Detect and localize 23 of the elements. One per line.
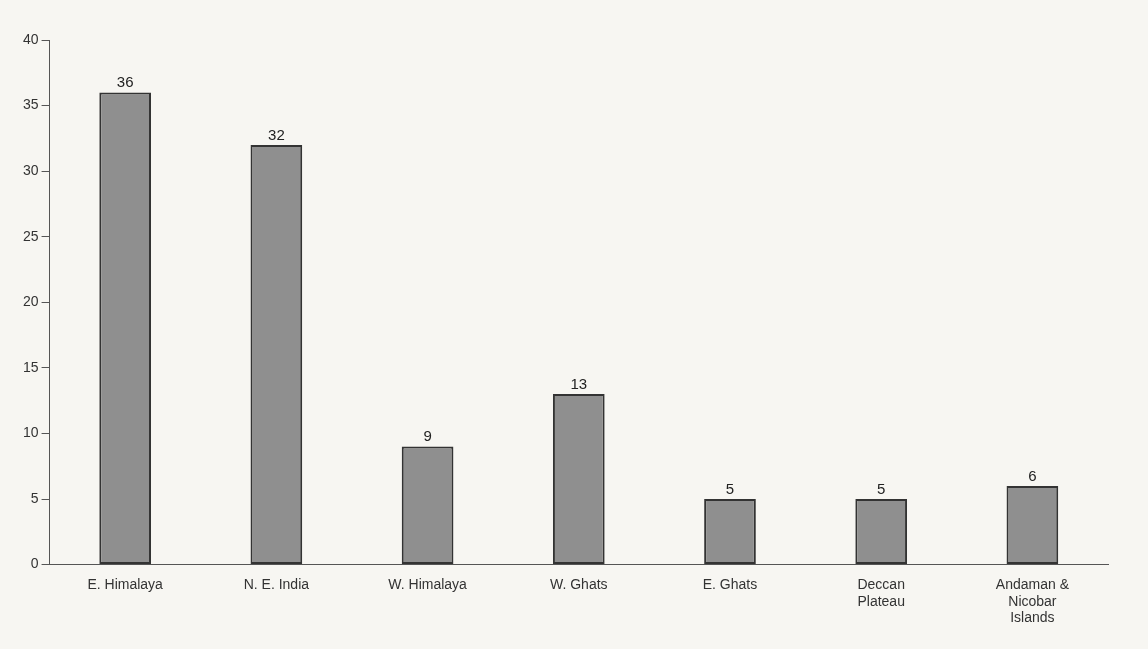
y-tick-label: 20 <box>22 293 39 310</box>
y-tick-label: 25 <box>22 227 39 244</box>
x-tick-label: Andaman & Nicobar Islands <box>995 575 1070 626</box>
x-tick-label: Deccan Plateau <box>857 575 905 609</box>
y-tick-label: 10 <box>22 424 39 441</box>
y-tick-label: 35 <box>22 96 39 113</box>
y-tick-label: 0 <box>30 555 39 572</box>
y-tick-label: 5 <box>30 489 39 506</box>
data-label: 32 <box>268 125 285 143</box>
data-label: 13 <box>570 374 588 392</box>
data-label: 5 <box>725 479 735 497</box>
data-label: 9 <box>423 427 432 445</box>
data-label: 6 <box>1028 466 1037 484</box>
y-tick-label: 15 <box>22 358 39 375</box>
y-tick-label: 40 <box>22 30 39 47</box>
data-label: 36 <box>116 73 134 91</box>
x-tick-label: E. Ghats <box>702 575 758 592</box>
x-tick-label: W. Himalaya <box>388 575 468 592</box>
x-tick-label: N. E. India <box>243 575 310 592</box>
x-tick-label: W. Ghats <box>550 575 608 592</box>
y-tick-label: 30 <box>22 162 39 179</box>
x-tick-label: E. Himalaya <box>87 575 164 592</box>
data-label: 5 <box>877 479 886 497</box>
